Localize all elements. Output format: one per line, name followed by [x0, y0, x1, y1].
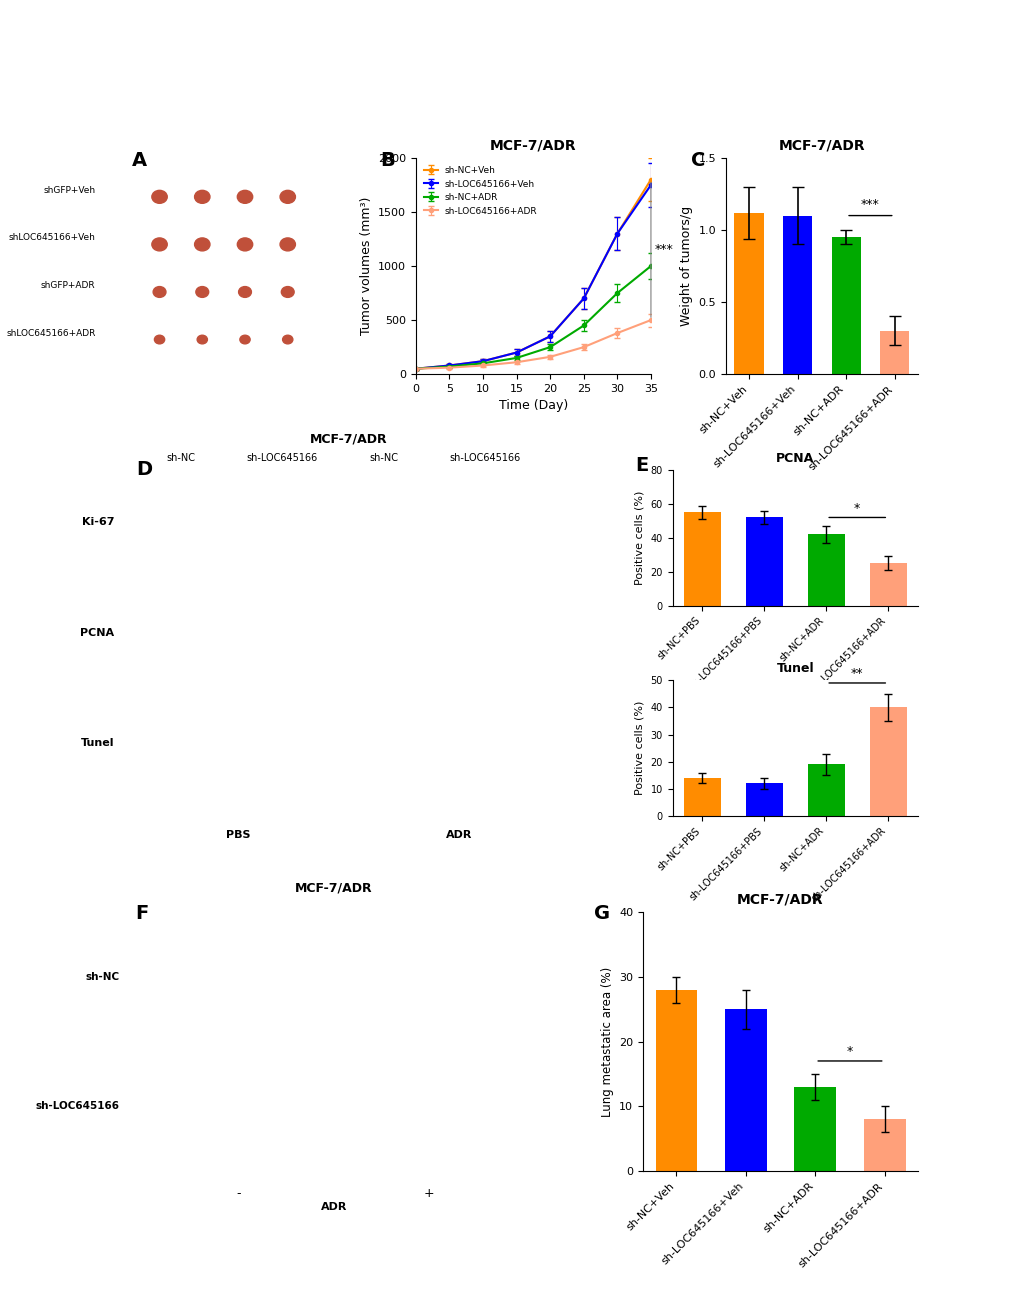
- Ellipse shape: [237, 191, 253, 204]
- Text: MCF-7/ADR: MCF-7/ADR: [294, 880, 372, 894]
- Text: ADR: ADR: [320, 1203, 346, 1212]
- Ellipse shape: [152, 238, 167, 251]
- Text: C: C: [691, 151, 705, 171]
- Text: -: -: [236, 1187, 240, 1200]
- Legend: sh-NC+Veh, sh-LOC645166+Veh, sh-NC+ADR, sh-LOC645166+ADR: sh-NC+Veh, sh-LOC645166+Veh, sh-NC+ADR, …: [420, 162, 540, 220]
- Ellipse shape: [195, 238, 210, 251]
- Text: shGFP+Veh: shGFP+Veh: [43, 186, 96, 195]
- Text: ***: ***: [860, 199, 879, 212]
- Title: MCF-7/ADR: MCF-7/ADR: [490, 138, 576, 153]
- Ellipse shape: [239, 336, 250, 343]
- Bar: [863, 1120, 905, 1171]
- Title: MCF-7/ADR: MCF-7/ADR: [777, 138, 864, 153]
- Text: MCF-7/ADR: MCF-7/ADR: [310, 433, 387, 445]
- Text: ***: ***: [653, 243, 673, 257]
- Text: sh-LOC645166: sh-LOC645166: [247, 453, 318, 463]
- Y-axis label: Weight of tumors/g: Weight of tumors/g: [679, 207, 692, 326]
- Text: PCNA: PCNA: [81, 628, 114, 637]
- Text: F: F: [136, 904, 149, 923]
- Ellipse shape: [238, 287, 251, 297]
- Title: PCNA: PCNA: [775, 451, 813, 465]
- Text: shGFP+ADR: shGFP+ADR: [41, 282, 96, 290]
- Text: sh-NC: sh-NC: [369, 453, 397, 463]
- Bar: [745, 517, 783, 605]
- Bar: [869, 563, 906, 605]
- Text: shLOC645166+ADR: shLOC645166+ADR: [6, 329, 96, 337]
- Ellipse shape: [154, 336, 164, 343]
- Bar: [725, 1009, 766, 1171]
- Y-axis label: Positive cells (%): Positive cells (%): [634, 491, 644, 586]
- Text: ADR: ADR: [445, 830, 472, 840]
- Text: sh-NC: sh-NC: [85, 971, 119, 982]
- Y-axis label: Positive cells (%): Positive cells (%): [634, 701, 644, 795]
- Text: E: E: [635, 457, 648, 475]
- Text: sh-LOC645166: sh-LOC645166: [36, 1101, 119, 1112]
- Ellipse shape: [196, 287, 209, 297]
- X-axis label: Time (Day): Time (Day): [498, 400, 568, 412]
- Y-axis label: Tumor volumes (mm³): Tumor volumes (mm³): [359, 197, 372, 336]
- Ellipse shape: [197, 336, 207, 343]
- Text: **: **: [850, 667, 863, 680]
- Y-axis label: Lung metastatic area (%): Lung metastatic area (%): [600, 966, 613, 1117]
- Bar: [830, 237, 860, 374]
- Bar: [794, 1087, 836, 1171]
- Text: +: +: [423, 1187, 433, 1200]
- Bar: [745, 783, 783, 816]
- Ellipse shape: [195, 191, 210, 204]
- Bar: [807, 765, 844, 816]
- Bar: [683, 512, 720, 605]
- Ellipse shape: [237, 238, 253, 251]
- Bar: [734, 213, 763, 374]
- Bar: [655, 990, 697, 1171]
- Ellipse shape: [280, 191, 296, 204]
- Bar: [683, 778, 720, 816]
- Text: *: *: [853, 501, 860, 515]
- Text: PBS: PBS: [225, 830, 250, 840]
- Text: B: B: [380, 151, 395, 171]
- Text: sh-LOC645166: sh-LOC645166: [449, 453, 521, 463]
- Bar: [807, 534, 844, 605]
- Ellipse shape: [282, 336, 292, 343]
- Ellipse shape: [281, 287, 293, 297]
- Text: sh-NC: sh-NC: [166, 453, 195, 463]
- Ellipse shape: [280, 238, 296, 251]
- Bar: [879, 330, 908, 374]
- Text: shLOC645166+Veh: shLOC645166+Veh: [8, 233, 96, 242]
- Ellipse shape: [153, 287, 166, 297]
- Bar: [783, 216, 811, 374]
- Text: G: G: [593, 904, 609, 923]
- Text: Ki-67: Ki-67: [82, 517, 114, 526]
- Bar: [869, 708, 906, 816]
- Title: Tunel: Tunel: [775, 662, 813, 675]
- Text: A: A: [131, 151, 147, 171]
- Text: Tunel: Tunel: [81, 738, 114, 749]
- Text: D: D: [137, 459, 152, 479]
- Title: MCF-7/ADR: MCF-7/ADR: [737, 892, 823, 907]
- Text: *: *: [846, 1045, 852, 1058]
- Ellipse shape: [152, 191, 167, 204]
